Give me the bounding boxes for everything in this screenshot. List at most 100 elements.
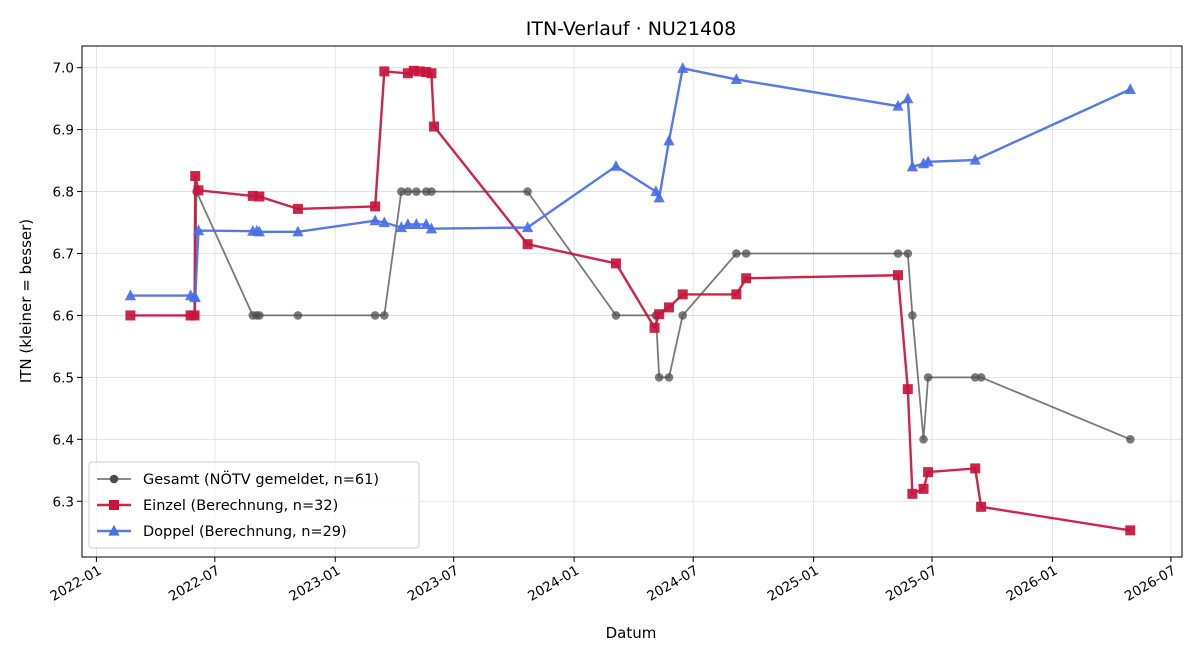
y-axis-label: ITN (kleiner = besser)	[17, 219, 35, 383]
data-point	[402, 68, 413, 79]
data-point	[429, 121, 440, 132]
data-point	[427, 187, 436, 196]
data-point	[678, 311, 688, 320]
legend-marker	[109, 500, 119, 510]
y-tick-label: 6.5	[53, 370, 74, 386]
y-tick-label: 6.8	[53, 185, 74, 201]
data-point	[190, 171, 201, 182]
data-point	[653, 191, 665, 203]
data-point	[378, 216, 390, 228]
data-point	[741, 273, 752, 284]
data-point	[379, 66, 390, 77]
y-tick-label: 6.9	[53, 123, 74, 139]
data-point	[408, 65, 419, 76]
legend-marker	[109, 474, 119, 484]
data-point	[677, 62, 689, 73]
data-point	[732, 249, 741, 258]
data-point	[410, 218, 422, 229]
data-point	[976, 373, 986, 382]
legend-marker	[108, 524, 120, 536]
data-point	[192, 224, 205, 236]
data-point	[922, 155, 934, 167]
data-point	[611, 311, 621, 320]
data-point	[255, 311, 264, 320]
data-point	[397, 187, 406, 196]
data-point	[189, 291, 201, 303]
data-point	[193, 185, 204, 196]
data-point	[610, 159, 622, 171]
data-point	[906, 160, 918, 172]
x-axis-label: Datum	[606, 624, 657, 642]
data-point	[677, 289, 688, 300]
chart-title: ITN-Verlauf · NU21408	[526, 18, 737, 40]
data-point	[919, 435, 928, 444]
legend: Gesamt (NÖTV gemeldet, n=61) Einzel (Bere…	[88, 461, 420, 549]
data-point	[970, 463, 981, 474]
data-point	[893, 249, 903, 258]
data-point	[414, 66, 425, 77]
data-point	[918, 483, 929, 494]
data-point	[907, 488, 918, 499]
data-point	[370, 311, 380, 320]
data-point	[522, 239, 533, 250]
data-point	[654, 373, 664, 382]
data-point	[664, 373, 674, 382]
data-point	[663, 302, 674, 313]
legend-label: Doppel (Berechnung, n=29)	[143, 524, 347, 540]
data-point	[663, 134, 675, 146]
series-layer	[124, 62, 1136, 536]
legend-label: Gesamt (NÖTV gemeldet, n=61)	[143, 470, 379, 488]
data-point	[1124, 83, 1136, 94]
data-point	[903, 249, 913, 258]
data-point	[654, 309, 665, 320]
series-markers	[125, 65, 1136, 536]
series-markers	[124, 62, 1136, 303]
plot-frame	[81, 45, 1183, 558]
data-point	[976, 501, 987, 512]
data-point	[425, 222, 438, 234]
data-point	[395, 221, 407, 233]
data-point	[970, 373, 980, 382]
data-point	[421, 67, 432, 78]
data-point	[124, 289, 137, 301]
y-tick-label: 6.3	[53, 494, 74, 510]
data-point	[292, 203, 303, 214]
y-tick-label: 7.0	[53, 61, 74, 77]
data-point	[253, 225, 265, 237]
data-point	[370, 201, 381, 212]
series-triangle	[124, 62, 1136, 303]
legend-box	[88, 461, 420, 549]
data-point	[523, 187, 532, 196]
series-square	[125, 65, 1136, 536]
data-point	[731, 289, 742, 300]
data-point	[908, 311, 917, 320]
y-tick-label: 6.7	[53, 246, 74, 262]
data-point	[402, 218, 414, 229]
data-point	[923, 373, 933, 382]
y-tick-label: 6.4	[53, 432, 74, 448]
data-point	[522, 221, 534, 233]
data-point	[741, 249, 751, 258]
data-point	[189, 310, 200, 321]
data-point	[369, 214, 381, 226]
data-point	[254, 191, 265, 202]
data-point	[292, 225, 304, 237]
data-point	[293, 311, 303, 320]
data-point	[403, 187, 413, 196]
data-point	[649, 322, 660, 333]
data-point	[412, 187, 421, 196]
data-point	[902, 92, 914, 104]
data-point	[380, 311, 389, 320]
data-point	[923, 467, 934, 478]
data-point	[1125, 525, 1136, 536]
grid-layer	[82, 46, 1182, 557]
y-tick-label: 6.6	[53, 308, 74, 324]
data-point	[730, 73, 742, 85]
data-point	[247, 190, 258, 201]
data-point	[610, 258, 621, 269]
data-point	[426, 68, 437, 79]
data-point	[892, 99, 904, 111]
data-point	[902, 384, 913, 395]
